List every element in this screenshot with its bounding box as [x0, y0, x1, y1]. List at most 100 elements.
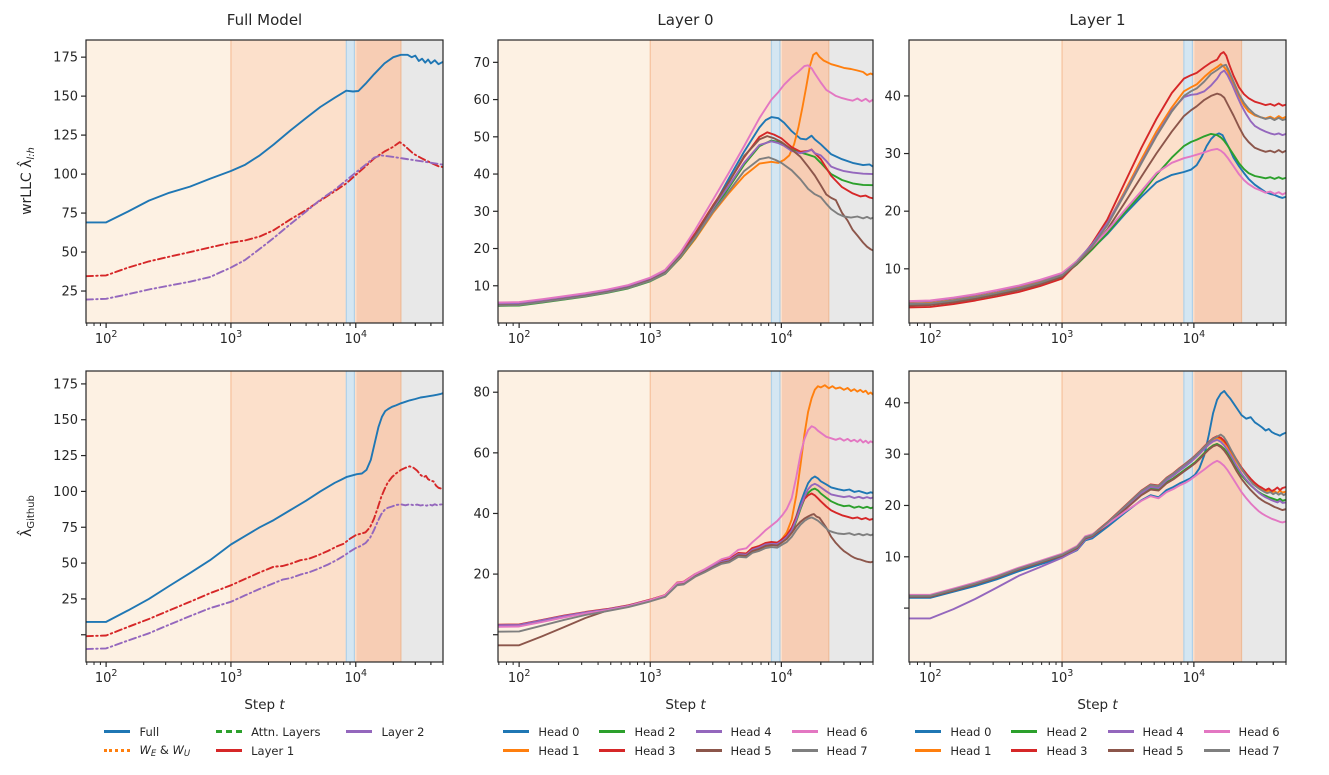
legend-label: Head 7	[826, 743, 868, 758]
legend-swatch-full	[104, 730, 131, 733]
y-tick-label: 80	[473, 386, 490, 401]
legend-label: Layer 2	[381, 724, 425, 739]
panel-layer0-github: 102 103 104 20 40 60 80	[473, 370, 874, 686]
y-tick-label: 75	[61, 521, 78, 536]
panel-full-model-github: 102 103 104 25 50 75 100 125 150 175	[53, 370, 444, 686]
stage-band	[650, 40, 772, 323]
series-line-layer-1	[86, 465, 443, 638]
panel-title-full-model: Full Model	[226, 11, 303, 29]
y-tick-label: 100	[53, 168, 78, 183]
legend-column: Head 2 Head 3	[1011, 724, 1088, 758]
y-tick-label: 30	[473, 205, 490, 220]
x-tick-label: 103	[1051, 668, 1074, 686]
legend-label: Head 6	[1238, 724, 1280, 739]
x-tick-label: 102	[919, 329, 942, 347]
legend-item-head-4: Head 4	[695, 724, 772, 739]
stage-band	[828, 371, 873, 662]
stage-band	[346, 40, 355, 323]
ylabel-subscript: Github	[26, 495, 37, 529]
legend-item-layer1: Layer 1	[216, 743, 320, 758]
legend-swatch-layer1	[216, 749, 243, 752]
legend-swatch	[1203, 730, 1230, 733]
legend-item-head-2: Head 2	[1011, 724, 1088, 739]
legend-item-head-0: Head 0	[503, 724, 579, 739]
x-tick-label: 104	[770, 668, 793, 686]
legend-label: Head 0	[950, 724, 992, 739]
series-line-head-7	[909, 63, 1286, 305]
y-tick-label: 25	[61, 285, 78, 300]
y-tick-label: 125	[53, 129, 78, 144]
stage-band	[354, 371, 357, 662]
series-line-layer-2	[86, 503, 443, 651]
y-tick-label: 40	[473, 168, 490, 183]
y-tick-label: 100	[53, 485, 78, 500]
legend-swatch	[915, 730, 942, 733]
legend-column: Head 4 Head 5	[695, 724, 772, 758]
legend-column: Head 6 Head 7	[791, 724, 868, 758]
legend-label: WE & WU	[139, 742, 191, 759]
legend-label: Head 1	[950, 743, 992, 758]
stage-band	[1183, 371, 1193, 662]
panel-title-layer1: Layer 1	[1069, 11, 1126, 29]
legend-item-head-1: Head 1	[503, 743, 579, 758]
legend-label: Head 3	[1046, 743, 1088, 758]
legend-label: Layer 1	[251, 743, 295, 758]
legend-swatch	[1011, 749, 1038, 752]
legend-item-head-3: Head 3	[599, 743, 676, 758]
axes-spines	[497, 39, 874, 324]
series-line-head-6	[909, 147, 1286, 303]
legend-item-head-5: Head 5	[1107, 743, 1184, 758]
x-tick-label: 103	[639, 329, 662, 347]
legend-layer0-heads: Head 0 Head 1 Head 2 Head 3 Head 4 Head 5 Head…	[498, 724, 873, 758]
y-tick-label: 60	[473, 446, 490, 461]
stage-band	[781, 371, 829, 662]
legend-layer1-heads: Head 0 Head 1 Head 2 Head 3 Head 4 Head 5 Head…	[909, 724, 1286, 758]
x-tick-label: 104	[770, 329, 793, 347]
ylabel-subscript: l:h	[26, 147, 37, 160]
legend-label: Head 4	[1142, 724, 1184, 739]
y-tick-label: 175	[53, 51, 78, 66]
stage-band	[1192, 40, 1195, 323]
series-line-head-7	[909, 433, 1286, 597]
legend-swatch	[915, 749, 942, 752]
legend-label: Head 3	[634, 743, 676, 758]
series-line-head-6	[498, 425, 873, 628]
y-tick-label: 70	[473, 56, 490, 71]
legend-column: Head 0 Head 1	[915, 724, 991, 758]
legend-item-head-6: Head 6	[791, 724, 868, 739]
stage-band	[230, 371, 347, 662]
legend-full-model: Full WE & WU Attn. Layers Layer 1 Layer …	[86, 724, 443, 759]
legend-item-head-4: Head 4	[1107, 724, 1184, 739]
stage-band	[650, 371, 772, 662]
stage-band	[1194, 371, 1242, 662]
x-tick-label: 102	[95, 668, 118, 686]
axes-spines	[908, 39, 1287, 324]
axes-spines	[85, 39, 444, 324]
y-tick-label: 50	[61, 557, 78, 572]
legend-item-attn-layers: Attn. Layers	[216, 724, 320, 739]
x-tick-label: 103	[220, 668, 243, 686]
axes-spines	[85, 370, 444, 663]
y-tick-label: 10	[884, 550, 901, 565]
series-line-head-4	[498, 140, 873, 305]
legend-label: Head 1	[538, 743, 580, 758]
legend-swatch	[503, 730, 530, 733]
y-tick-label: 75	[61, 207, 78, 222]
y-tick-label: 150	[53, 413, 78, 428]
y-tick-label: 20	[473, 242, 490, 257]
legend-label: Full	[139, 724, 160, 739]
legend-swatch	[1107, 730, 1134, 733]
x-tick-label: 103	[220, 329, 243, 347]
stage-band	[1062, 371, 1184, 662]
stage-band	[354, 40, 357, 323]
y-tick-label: 10	[884, 262, 901, 277]
y-tick-label: 175	[53, 377, 78, 392]
stage-band	[400, 40, 443, 323]
legend-item-full: Full	[104, 724, 190, 739]
legend-item-head-6: Head 6	[1203, 724, 1280, 739]
axes-spines	[497, 370, 874, 663]
legend-item-head-5: Head 5	[695, 743, 772, 758]
legend-column: Head 2 Head 3	[599, 724, 676, 758]
panel-title-layer0: Layer 0	[657, 11, 714, 29]
stage-band	[771, 371, 780, 662]
